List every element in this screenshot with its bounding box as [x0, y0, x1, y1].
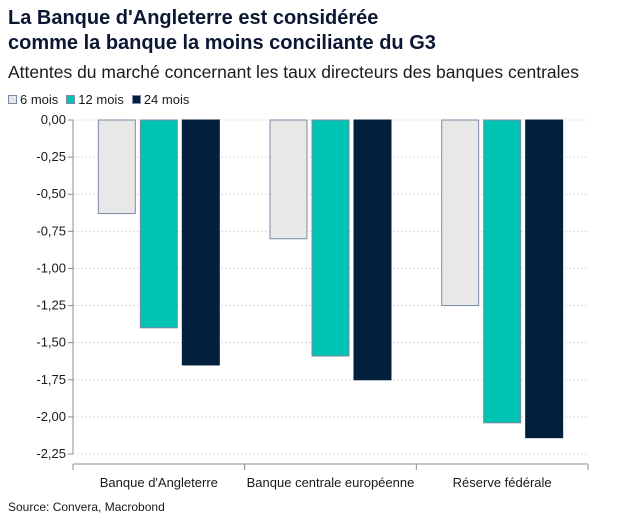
legend-item-24-mois: 24 mois: [131, 92, 190, 107]
chart-title-line-2: comme la banque la moins conciliante du …: [8, 32, 436, 54]
y-tick-label: 0,00: [41, 112, 66, 127]
y-tick-label: -0,75: [36, 223, 66, 238]
legend-swatch-24-mois: [131, 95, 141, 104]
y-tick-label: -1,00: [36, 260, 66, 275]
legend-label-6-mois: 6 mois: [20, 92, 59, 107]
bar-bce-6-mois: [269, 119, 308, 240]
bar-chart: 0,00 -0,25 -0,50 -0,75 -1,00 -1,25 -1,50 -1,75 -…: [36, 112, 589, 490]
legend-item-6-mois: 6 mois: [8, 92, 58, 107]
bar-reserve-federale-24-mois: [525, 119, 564, 439]
bars: [97, 119, 564, 439]
y-tick-label: -0,25: [36, 149, 66, 164]
bar-bce-12-mois: [311, 119, 350, 357]
legend-label-12-mois: 12 mois: [78, 92, 124, 107]
x-tick-label-banque-angleterre: Banque d'Angleterre: [100, 475, 218, 490]
source-note: Source: Convera, Macrobond: [8, 500, 165, 514]
chart-title-line-1: La Banque d'Angleterre est considérée: [8, 7, 379, 29]
y-tick-label: -1,50: [36, 335, 66, 350]
chart-subtitle: Attentes du marché concernant les taux d…: [8, 62, 580, 82]
x-tick-label-reserve-federale: Réserve fédérale: [453, 475, 552, 490]
bar-reserve-federale-12-mois: [483, 119, 522, 424]
bar-banque-angleterre-12-mois: [139, 119, 178, 329]
legend-item-12-mois: 12 mois: [66, 92, 124, 107]
bar-bce-24-mois: [353, 119, 392, 381]
chart-title: La Banque d'Angleterre est considérée co…: [8, 6, 436, 56]
x-axis: Banque d'Angleterre Banque centrale europ…: [72, 463, 589, 490]
bar-reserve-federale-6-mois: [441, 119, 480, 307]
x-tick-label-bce: Banque centrale européenne: [247, 475, 415, 490]
y-tick-label: -2,25: [36, 446, 66, 461]
y-axis-ticks: 0,00 -0,25 -0,50 -0,75 -1,00 -1,25 -1,50 -1,75 -…: [36, 112, 74, 461]
legend-swatch-12-mois: [66, 95, 76, 104]
y-tick-label: -0,50: [36, 186, 66, 201]
bar-banque-angleterre-24-mois: [181, 119, 220, 366]
y-tick-label: -1,75: [36, 372, 66, 387]
legend-swatch-6-mois: [8, 95, 17, 104]
bar-banque-angleterre-6-mois: [97, 119, 136, 215]
y-tick-label: -2,00: [36, 409, 66, 424]
legend-label-24-mois: 24 mois: [143, 92, 190, 107]
y-tick-label: -1,25: [36, 298, 66, 313]
chart-legend: 6 mois 12 mois 24 mois: [8, 92, 197, 107]
